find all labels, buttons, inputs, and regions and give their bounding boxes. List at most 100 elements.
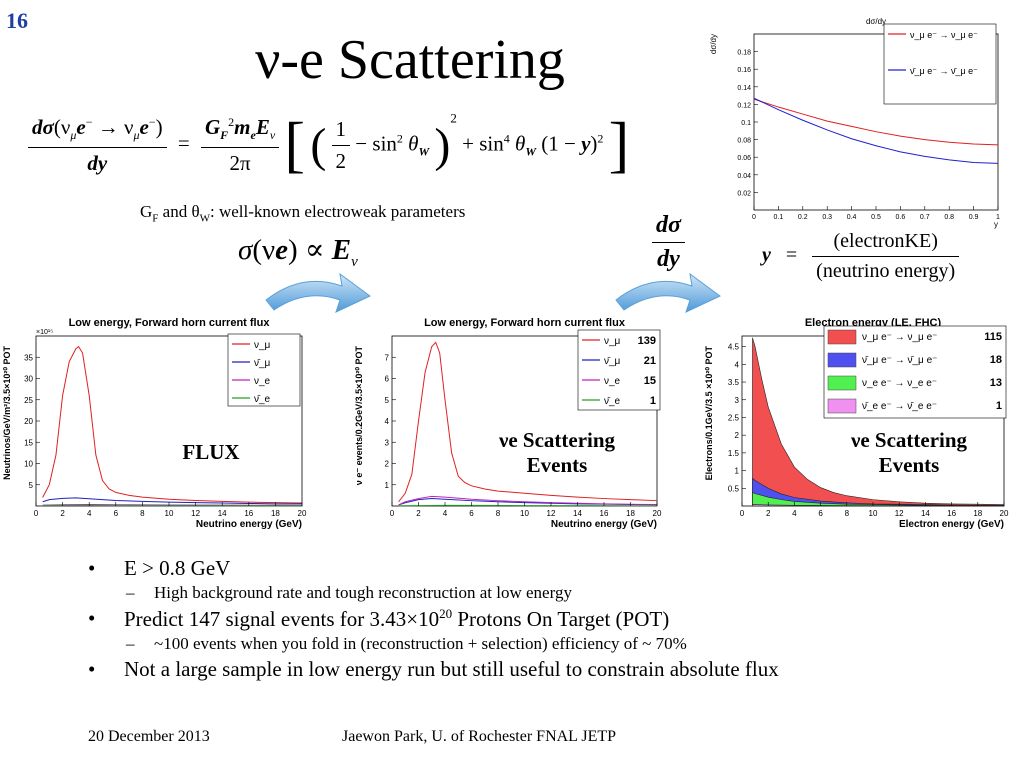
legend-label: ν_e e⁻ → ν_e e⁻ xyxy=(862,378,937,389)
legend-label: ν̄_e xyxy=(604,396,621,407)
y-tick-label: 6 xyxy=(385,375,390,384)
y-tick-label: 3.5 xyxy=(728,378,740,387)
line-series-0 xyxy=(398,341,658,503)
chart-dsigma-dy: dσ/dy 0 0.1 0.2 0.3 0.4 0.5 0.6 0.7 0.8 0.9 1 0.02 0.… xyxy=(709,17,1000,229)
axis-exponent: ×10¹⁵ xyxy=(36,329,53,336)
x-tick-label: 6 xyxy=(114,509,119,518)
arrow-right-icon xyxy=(265,272,371,313)
x-tick-label: 12 xyxy=(895,509,904,518)
y-tick-label: 1 xyxy=(735,467,740,476)
formula-prefactor: GF2meEν 2π xyxy=(200,115,280,175)
y-tick-label: 25 xyxy=(24,396,33,405)
y-tick-label: 1 xyxy=(385,481,390,490)
electron-overlay-label: νe Scattering Events xyxy=(850,428,968,477)
x-axis-label: Neutrino energy (GeV) xyxy=(196,519,302,530)
x-tick-label: 2 xyxy=(60,509,65,518)
x-tick-label: 12 xyxy=(547,509,556,518)
x-tick-label: 18 xyxy=(626,509,635,518)
y-axis-label: dσ/dy xyxy=(709,34,718,54)
x-tick-label: 0.5 xyxy=(871,214,881,221)
legend-box xyxy=(883,23,997,105)
legend-label: ν_μ xyxy=(604,336,621,347)
y-tick-label: 0.16 xyxy=(737,67,751,74)
legend-label: ν̄_e xyxy=(254,394,271,405)
chart-nue-events: Low energy, Forward horn current flux 0 2 4… xyxy=(354,317,662,530)
x-tick-label: 0.6 xyxy=(896,214,906,221)
x-tick-label: 2 xyxy=(416,509,421,518)
y-tick-label: 10 xyxy=(24,460,33,469)
bullet-item: • Predict 147 signal events for 3.43×1020… xyxy=(88,606,670,631)
chart-flux: Low energy, Forward horn current flux 0 2 4… xyxy=(2,317,307,530)
y-tick-label: 15 xyxy=(24,438,33,447)
legend-count: 115 xyxy=(984,331,1002,343)
y-tick-label: 0.14 xyxy=(737,85,751,92)
y-tick-label: 4 xyxy=(385,417,390,426)
events-overlay-label: νe Scattering Events xyxy=(498,428,616,477)
x-tick-label: 1 xyxy=(996,214,1000,221)
x-tick-label: 0 xyxy=(34,509,39,518)
x-tick-label: 0.7 xyxy=(920,214,930,221)
y-tick-label: 4.5 xyxy=(728,343,740,352)
chart-electron-energy: Electron energy (LE, FHC)0 2 4 6 8 10 12 14 16 18… xyxy=(704,317,1009,530)
legend-label: ν_e xyxy=(604,376,621,387)
y-tick-label: 1.5 xyxy=(728,449,740,458)
y-tick-label: 2 xyxy=(735,431,740,440)
x-tick-label: 10 xyxy=(165,509,174,518)
bullet-item: • Not a large sample in low energy run bu… xyxy=(88,657,779,681)
x-tick-label: 10 xyxy=(869,509,878,518)
legend-count: 1 xyxy=(650,395,656,407)
legend-label: ν_μ e⁻ → ν_μ e⁻ xyxy=(910,30,978,40)
x-tick-label: 4 xyxy=(443,509,448,518)
x-tick-label: 8 xyxy=(845,509,850,518)
legend-label: ν_e xyxy=(254,376,271,387)
legend-count: 18 xyxy=(990,354,1002,366)
y-tick-label: 0.5 xyxy=(728,484,740,493)
arrow-right-icon xyxy=(615,272,721,313)
bullet-list: • E > 0.8 GeV – High background rate and t… xyxy=(88,556,988,684)
x-tick-label: 16 xyxy=(947,509,956,518)
y-definition: y = (electronKE) (neutrino energy) xyxy=(762,230,960,283)
x-tick-label: 16 xyxy=(244,509,253,518)
legend-swatch xyxy=(827,375,857,391)
line-series-0 xyxy=(42,345,303,504)
x-tick-label: 18 xyxy=(271,509,280,518)
x-tick-label: 20 xyxy=(298,509,307,518)
x-tick-label: 14 xyxy=(573,509,582,518)
footer-author: Jaewon Park, U. of Rochester FNAL JETP xyxy=(342,728,617,745)
chart-title: Low energy, Forward horn current flux xyxy=(424,317,626,329)
y-tick-label: 4 xyxy=(735,360,740,369)
y-tick-label: 0.08 xyxy=(737,138,751,145)
sub-bullet-item: – ~100 events when you fold in (reconstru… xyxy=(126,634,687,653)
x-tick-label: 8 xyxy=(140,509,145,518)
cross-section-formula: dσ(νμe− → νμe−) dy = GF2meEν 2π [ ( 1 2 … xyxy=(28,110,698,192)
legend-count: 21 xyxy=(644,355,656,367)
legend-count: 15 xyxy=(644,375,656,387)
x-tick-label: 6 xyxy=(818,509,823,518)
y-axis-label: Neutrinos/GeV/m²/3.5×10²⁰ POT xyxy=(2,346,12,480)
sub-bullet-item: – High background rate and tough reconstr… xyxy=(126,583,572,602)
formula-half: 1 2 xyxy=(331,117,351,174)
x-axis-label: Neutrino energy (GeV) xyxy=(551,519,657,530)
y-tick-label: 0.06 xyxy=(737,155,751,162)
bullet-item: • E > 0.8 GeV xyxy=(88,556,231,580)
line-series-1 xyxy=(42,497,302,505)
legend-label: ν̄_μ e⁻ → ν̄_μ e⁻ xyxy=(910,66,978,76)
legend-label: ν̄_μ xyxy=(254,358,271,369)
y-tick-label: 30 xyxy=(24,375,33,384)
x-tick-label: 0.1 xyxy=(774,214,784,221)
x-tick-label: 16 xyxy=(600,509,609,518)
legend-swatch xyxy=(827,398,857,414)
x-tick-label: 4 xyxy=(792,509,797,518)
formula-lhs-fraction: dσ(νμe− → νμe−) dy xyxy=(28,115,167,175)
legend-label: ν̄_μ xyxy=(604,356,621,367)
chart-title: Low energy, Forward horn current flux xyxy=(69,317,271,329)
legend-count: 139 xyxy=(638,335,656,347)
x-tick-label: 10 xyxy=(520,509,529,518)
x-tick-label: 12 xyxy=(191,509,200,518)
flux-overlay-label: FLUX xyxy=(182,440,240,464)
x-tick-label: 8 xyxy=(496,509,501,518)
slide-number: 16 xyxy=(6,8,28,33)
legend-swatch xyxy=(827,352,857,368)
legend-label: ν_μ e⁻ → ν_μ e⁻ xyxy=(862,332,937,343)
y-tick-label: 20 xyxy=(24,417,33,426)
